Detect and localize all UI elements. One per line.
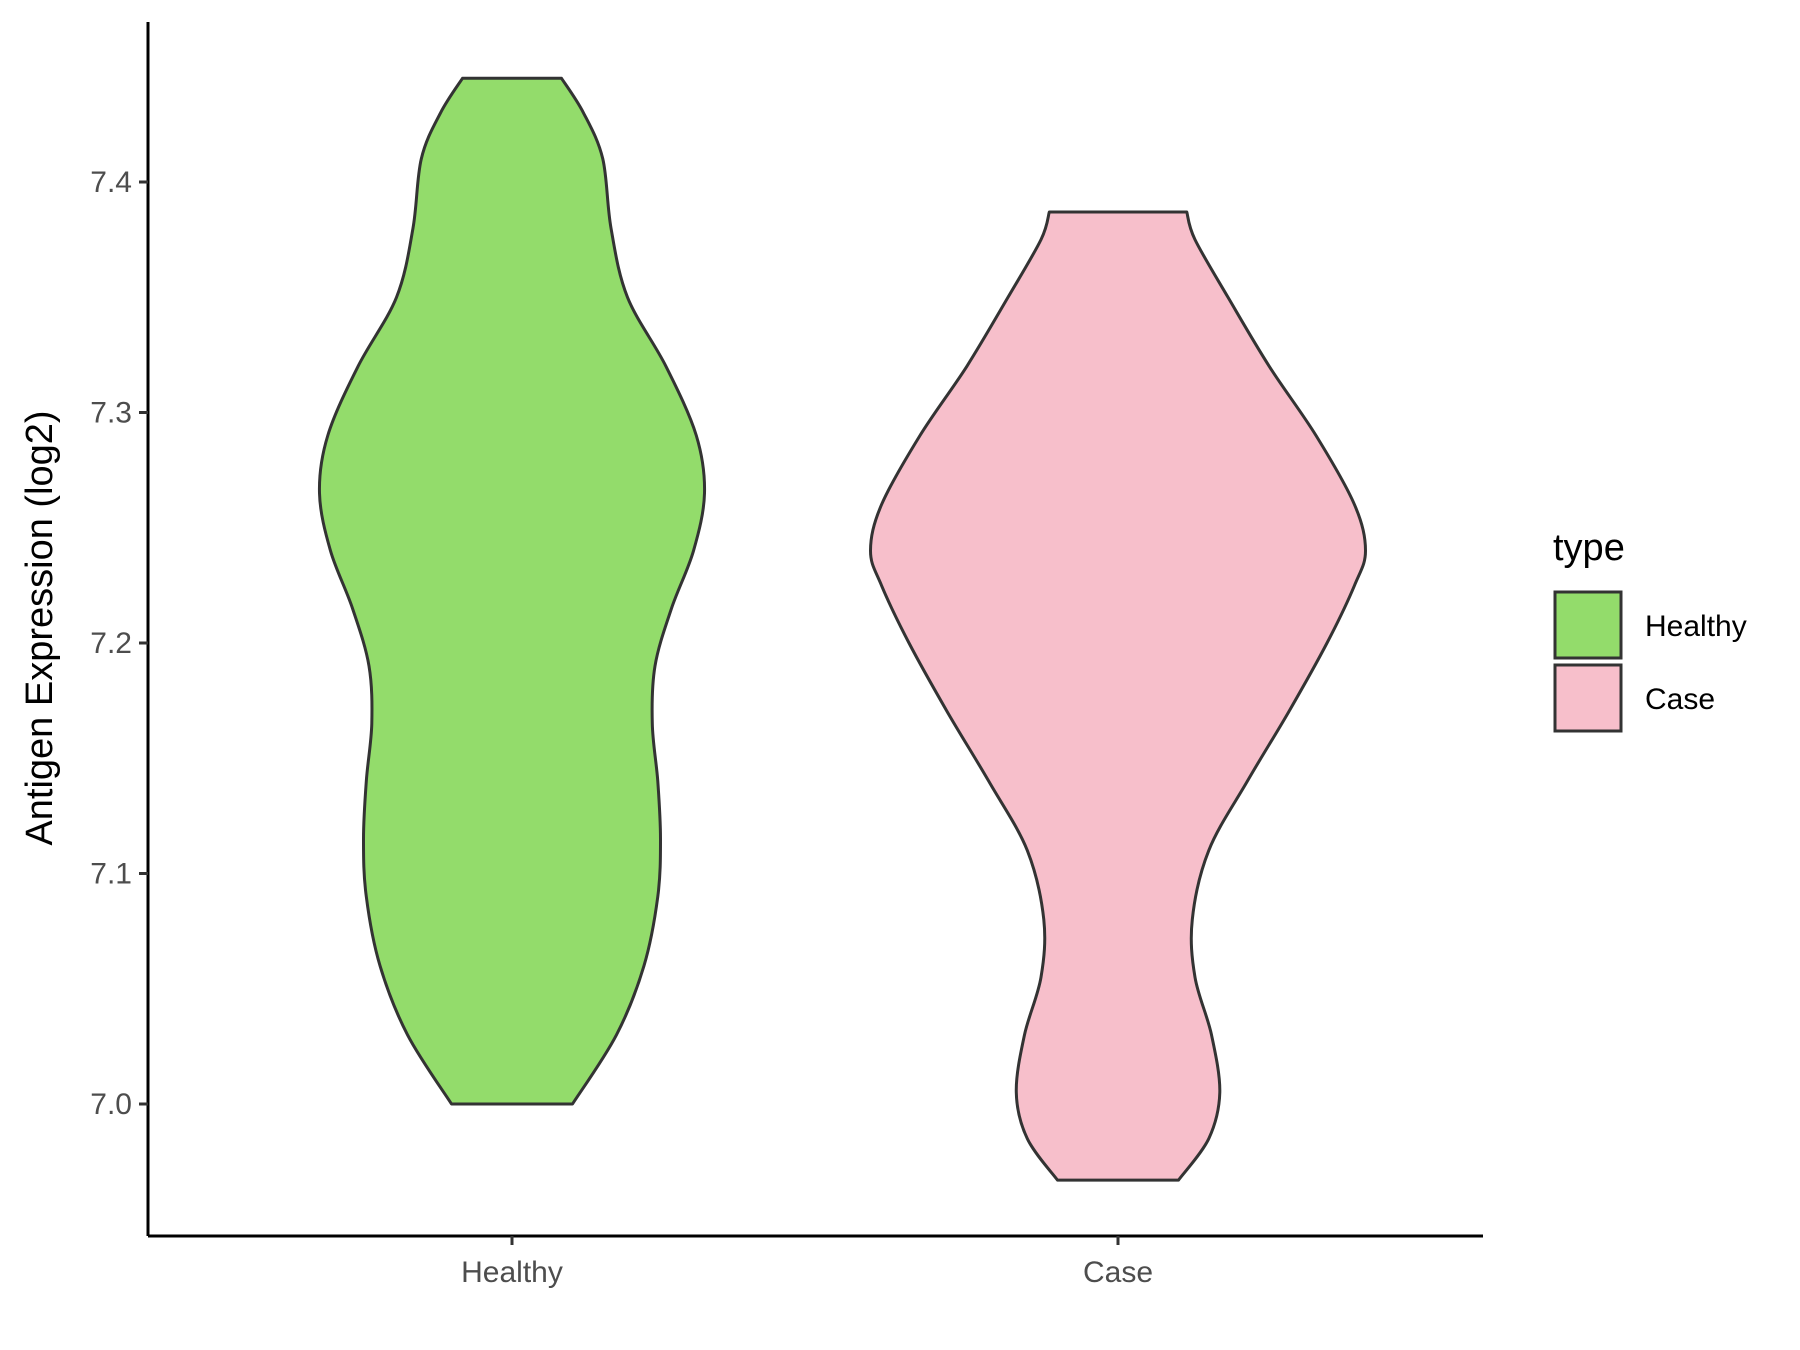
violin-case <box>869 210 1367 1182</box>
y-tick-label: 7.1 <box>90 858 132 891</box>
legend-label-healthy: Healthy <box>1645 610 1747 643</box>
x-tick-label: Healthy <box>461 1256 563 1289</box>
y-tick-label: 7.3 <box>90 397 132 430</box>
y-tick-label: 7.0 <box>90 1088 132 1121</box>
violins-layer <box>317 76 1367 1182</box>
x-tick-label: Case <box>1083 1256 1153 1289</box>
legend-label-case: Case <box>1645 683 1715 716</box>
y-tick-label: 7.2 <box>90 627 132 660</box>
violin-healthy <box>317 76 707 1106</box>
x-ticks: Healthy Case <box>461 1236 1153 1289</box>
legend: type Healthy Case <box>1553 527 1747 733</box>
legend-title: type <box>1553 527 1625 569</box>
y-tick-label: 7.4 <box>90 166 132 199</box>
legend-swatch-case <box>1553 663 1623 733</box>
legend-swatch-healthy <box>1553 590 1623 660</box>
y-ticks: 7.0 7.1 7.2 7.3 7.4 <box>90 166 148 1121</box>
y-axis-title: Antigen Expression (log2) <box>19 410 61 845</box>
